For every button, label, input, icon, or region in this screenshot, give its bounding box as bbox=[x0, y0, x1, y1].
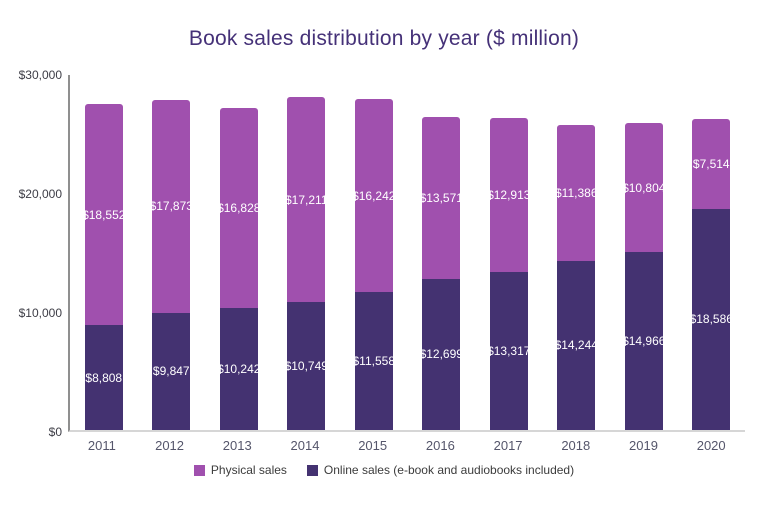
bar-stack-2013: $16,828 $10,242 bbox=[217, 107, 261, 430]
bar-stack-2012: $17,873 $9,847 bbox=[149, 100, 193, 430]
bar-value-label: $11,386 bbox=[555, 185, 598, 200]
bar-column-2019: $10,804 $14,966 bbox=[610, 75, 678, 430]
bar-stack-2019: $10,804 $14,966 bbox=[622, 123, 666, 430]
y-tick-label: $30,000 bbox=[18, 68, 62, 82]
bar-column-2011: $18,552 $8,808 bbox=[70, 75, 138, 430]
bar-segment-2020-online: $18,586 bbox=[689, 208, 733, 430]
bar-segment-2011-online: $8,808 bbox=[84, 325, 123, 430]
legend-item-online-sales: Online sales (e-book and audiobooks incl… bbox=[306, 463, 575, 477]
legend-item-physical-sales: Physical sales bbox=[193, 463, 287, 477]
bar-column-2014: $17,211 $10,749 bbox=[273, 75, 341, 430]
bar-value-label: $7,514 bbox=[692, 157, 730, 172]
x-tick-label-2013: 2013 bbox=[222, 438, 252, 453]
bar-segment-2013-physical: $16,828 bbox=[217, 107, 261, 309]
x-tick-label-2017: 2017 bbox=[493, 438, 523, 453]
bar-column-2018: $11,386 $14,244 bbox=[543, 75, 611, 430]
legend-label-physical-sales: Physical sales bbox=[210, 463, 287, 477]
bar-segment-2014-physical: $17,211 bbox=[285, 97, 328, 303]
x-tick-label-2015: 2015 bbox=[358, 438, 388, 453]
bar-segment-2015-online: $11,558 bbox=[352, 292, 396, 430]
bar-segment-2014-online: $10,749 bbox=[284, 302, 328, 430]
legend: Physical sales Online sales (e-book and … bbox=[0, 463, 768, 477]
bar-value-label: $9,847 bbox=[152, 364, 190, 379]
bar-column-2017: $12,913 $13,317 bbox=[475, 75, 543, 430]
bar-value-label: $13,317 bbox=[487, 343, 531, 358]
bar-value-label: $13,571 bbox=[419, 191, 463, 206]
bar-value-label: $17,211 bbox=[285, 192, 328, 207]
bar-value-label: $14,966 bbox=[622, 333, 666, 348]
bar-stack-2014: $17,211 $10,749 bbox=[284, 97, 328, 430]
bar-value-label: $18,586 bbox=[689, 312, 733, 327]
bar-segment-2018-physical: $11,386 bbox=[555, 125, 598, 261]
bar-column-2015: $16,242 $11,558 bbox=[340, 75, 408, 430]
bar-column-2016: $13,571 $12,699 bbox=[408, 75, 476, 430]
bar-value-label: $11,558 bbox=[352, 354, 396, 369]
x-tick-label-2016: 2016 bbox=[425, 438, 455, 453]
bar-value-label: $18,552 bbox=[82, 207, 126, 222]
bar-segment-2019-physical: $10,804 bbox=[622, 123, 666, 252]
bar-segment-2012-online: $9,847 bbox=[152, 312, 191, 430]
plot-area: $18,552 $8,808 $17,873 $9,847 $16,828 $10,242… bbox=[68, 75, 745, 432]
bar-segment-2016-physical: $13,571 bbox=[419, 117, 463, 279]
bar-value-label: $10,749 bbox=[284, 359, 328, 374]
bar-stack-2020: $7,514 $18,586 bbox=[689, 119, 733, 430]
bar-value-label: $12,913 bbox=[487, 187, 531, 202]
bar-value-label: $12,699 bbox=[419, 347, 463, 362]
bar-value-label: $16,242 bbox=[352, 188, 396, 203]
bar-segment-2011-physical: $18,552 bbox=[82, 104, 126, 326]
bar-value-label: $16,828 bbox=[217, 201, 261, 215]
bar-segment-2017-physical: $12,913 bbox=[487, 117, 531, 272]
bar-segment-2013-online: $10,242 bbox=[217, 308, 261, 430]
online-sales-swatch-icon bbox=[306, 464, 318, 476]
bar-stack-2016: $13,571 $12,699 bbox=[419, 117, 463, 430]
y-tick-label: $10,000 bbox=[18, 306, 62, 320]
legend-label-online-sales: Online sales (e-book and audiobooks incl… bbox=[323, 463, 575, 477]
bar-segment-2018-online: $14,244 bbox=[554, 260, 598, 430]
bar-column-2013: $16,828 $10,242 bbox=[205, 75, 273, 430]
y-tick-label: $20,000 bbox=[18, 187, 62, 201]
x-tick-label-2019: 2019 bbox=[629, 438, 658, 453]
bars-container: $18,552 $8,808 $17,873 $9,847 $16,828 $10,242… bbox=[70, 75, 745, 430]
bar-column-2020: $7,514 $18,586 bbox=[678, 75, 746, 430]
chart-title: Book sales distribution by year ($ milli… bbox=[188, 27, 580, 50]
bar-segment-2012-physical: $17,873 bbox=[149, 100, 193, 313]
bar-segment-2015-physical: $16,242 bbox=[352, 99, 396, 293]
bar-value-label: $14,244 bbox=[554, 338, 598, 353]
bar-stack-2011: $18,552 $8,808 bbox=[82, 104, 126, 430]
bar-segment-2020-physical: $7,514 bbox=[692, 119, 731, 209]
bar-stack-2017: $12,913 $13,317 bbox=[487, 117, 531, 430]
bar-stack-2015: $16,242 $11,558 bbox=[352, 99, 396, 430]
x-tick-label-2020: 2020 bbox=[696, 438, 726, 453]
x-tick-label-2012: 2012 bbox=[155, 438, 185, 453]
bar-stack-2018: $11,386 $14,244 bbox=[554, 125, 598, 430]
y-tick-label: $0 bbox=[48, 425, 62, 439]
x-axis: 2011 2012 2013 2014 2015 2016 2017 2018 2019 2020 bbox=[68, 438, 745, 453]
bar-segment-2016-online: $12,699 bbox=[419, 278, 463, 430]
x-tick-label-2018: 2018 bbox=[561, 438, 591, 453]
bar-value-label: $8,808 bbox=[85, 370, 123, 385]
bar-value-label: $17,873 bbox=[149, 199, 193, 214]
x-tick-label-2011: 2011 bbox=[87, 438, 116, 453]
bar-value-label: $10,242 bbox=[217, 362, 261, 377]
physical-sales-swatch-icon bbox=[193, 464, 205, 476]
x-tick-label-2014: 2014 bbox=[290, 438, 320, 453]
bar-value-label: $10,804 bbox=[622, 180, 666, 195]
bar-segment-2017-online: $13,317 bbox=[487, 271, 531, 430]
bar-column-2012: $17,873 $9,847 bbox=[138, 75, 206, 430]
bar-segment-2019-online: $14,966 bbox=[622, 251, 666, 430]
